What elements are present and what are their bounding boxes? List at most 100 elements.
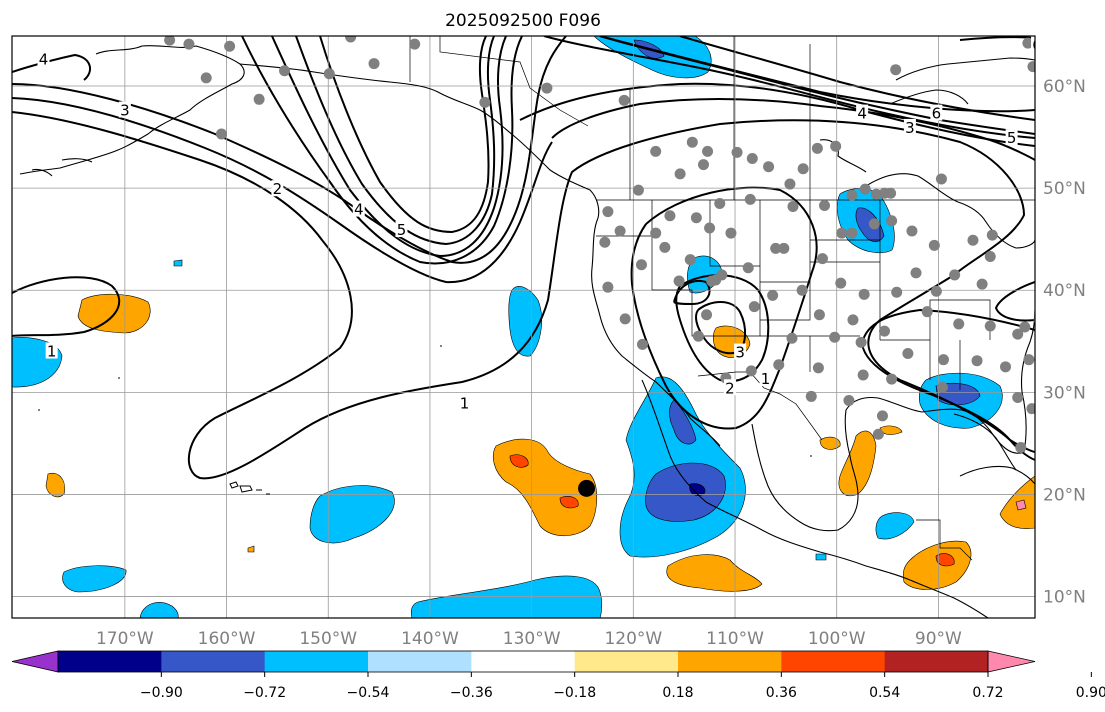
station-marker xyxy=(618,94,630,106)
colorbar-extend-high xyxy=(987,650,1036,673)
contour-line xyxy=(959,36,1035,41)
station-marker xyxy=(599,236,611,248)
station-marker xyxy=(813,309,825,321)
station-marker xyxy=(1012,328,1024,340)
contour-line xyxy=(599,36,1035,113)
colorbar-swatch xyxy=(574,651,679,672)
coastline xyxy=(751,423,859,532)
station-marker xyxy=(819,199,831,211)
station-marker xyxy=(967,234,979,246)
contour-label-bg xyxy=(856,104,869,121)
contour-label-bg xyxy=(37,50,50,67)
colorbar-tick-label: 0.36 xyxy=(766,685,797,701)
lon-tick-label: 140°W xyxy=(401,629,459,649)
station-marker xyxy=(805,390,817,402)
station-marker xyxy=(701,309,713,321)
island xyxy=(38,345,812,457)
coastline xyxy=(819,139,867,173)
latitude-tick-labels: 10°N 20°N 30°N 40°N 50°N 60°N xyxy=(1043,77,1086,608)
station-marker xyxy=(855,336,867,348)
contour-line xyxy=(994,281,1035,322)
station-marker xyxy=(710,274,722,286)
contour-label: 1 xyxy=(761,370,771,388)
colorbar-tick-label: −0.54 xyxy=(347,685,390,701)
station-marker xyxy=(215,128,227,140)
lon-tick-label: 160°W xyxy=(198,629,256,649)
lon-tick-label: 120°W xyxy=(604,629,662,649)
coastline xyxy=(61,158,93,163)
coastline xyxy=(859,173,1035,249)
station-marker xyxy=(870,188,882,200)
station-marker xyxy=(767,289,779,301)
contour-line xyxy=(860,308,1035,461)
station-marker xyxy=(744,193,756,205)
border-line xyxy=(809,200,881,340)
colorbar-swatch xyxy=(884,651,989,672)
contour-label: 4 xyxy=(857,105,867,123)
lat-tick-label: 30°N xyxy=(1043,383,1086,403)
contour-line xyxy=(543,36,1035,139)
station-marker xyxy=(797,163,809,175)
station-marker xyxy=(697,159,709,171)
station-marker xyxy=(619,313,631,325)
contour-label-bg xyxy=(118,101,131,118)
border-line xyxy=(916,519,973,561)
lat-tick-label: 20°N xyxy=(1043,485,1086,505)
station-marker xyxy=(224,40,236,52)
coastline xyxy=(895,57,1035,81)
station-marker xyxy=(1027,61,1035,73)
coastline xyxy=(19,45,245,175)
fill-positive-region xyxy=(559,496,579,509)
fill-negative-region xyxy=(645,462,726,522)
station-marker xyxy=(200,72,212,84)
colorbar-tick-label: 0.90 xyxy=(1076,685,1105,701)
fill-positive-region xyxy=(902,540,972,590)
station-marker xyxy=(835,277,847,289)
coastline xyxy=(705,501,989,618)
fill-negative-region xyxy=(62,565,127,593)
island xyxy=(229,481,270,495)
border-line xyxy=(697,371,823,441)
station-marker xyxy=(650,227,662,239)
border-line xyxy=(880,299,991,390)
colorbar: −0.90 −0.72 −0.54 −0.36 −0.18 0.18 0.36 0.54 0.7… xyxy=(11,650,1105,701)
coastline xyxy=(953,413,1017,471)
station-marker xyxy=(858,288,870,300)
fill-negative-region xyxy=(875,512,915,540)
lat-tick-label: 10°N xyxy=(1043,588,1086,608)
colorbar-swatch xyxy=(471,651,576,672)
contour-label-bg xyxy=(1005,129,1018,146)
station-marker xyxy=(928,239,940,251)
fill-positive-region xyxy=(247,545,255,553)
station-marker xyxy=(846,189,858,201)
station-marker xyxy=(1039,431,1050,442)
station-marker xyxy=(686,136,698,148)
contour-label: 4 xyxy=(354,201,364,219)
map-frame xyxy=(11,35,1036,619)
colorbar-swatch xyxy=(58,651,162,672)
station-marker xyxy=(183,38,195,50)
station-marker xyxy=(1038,161,1049,172)
fill-negative-region xyxy=(815,553,827,561)
contour-label: 6 xyxy=(1032,36,1042,54)
station-marker xyxy=(368,58,380,70)
lat-tick-label: 60°N xyxy=(1043,77,1086,97)
coastline xyxy=(889,89,969,105)
colorbar-tick-label: −0.72 xyxy=(243,685,286,701)
contour-line xyxy=(241,36,523,265)
station-marker xyxy=(745,365,757,377)
station-marker xyxy=(541,82,553,94)
station-marker xyxy=(650,145,662,157)
contour-label-bg xyxy=(45,342,58,359)
contour-label: 3 xyxy=(120,102,130,120)
station-marker xyxy=(949,269,961,281)
station-marker xyxy=(971,355,983,367)
station-marker xyxy=(742,262,754,274)
fill-negative-region xyxy=(309,485,395,544)
station-marker xyxy=(891,286,903,298)
station-marker xyxy=(635,259,647,271)
fill-negative-region xyxy=(689,483,706,496)
station-marker xyxy=(684,254,696,266)
station-marker xyxy=(704,222,716,234)
chart-title: 2025092500 F096 xyxy=(445,11,601,31)
